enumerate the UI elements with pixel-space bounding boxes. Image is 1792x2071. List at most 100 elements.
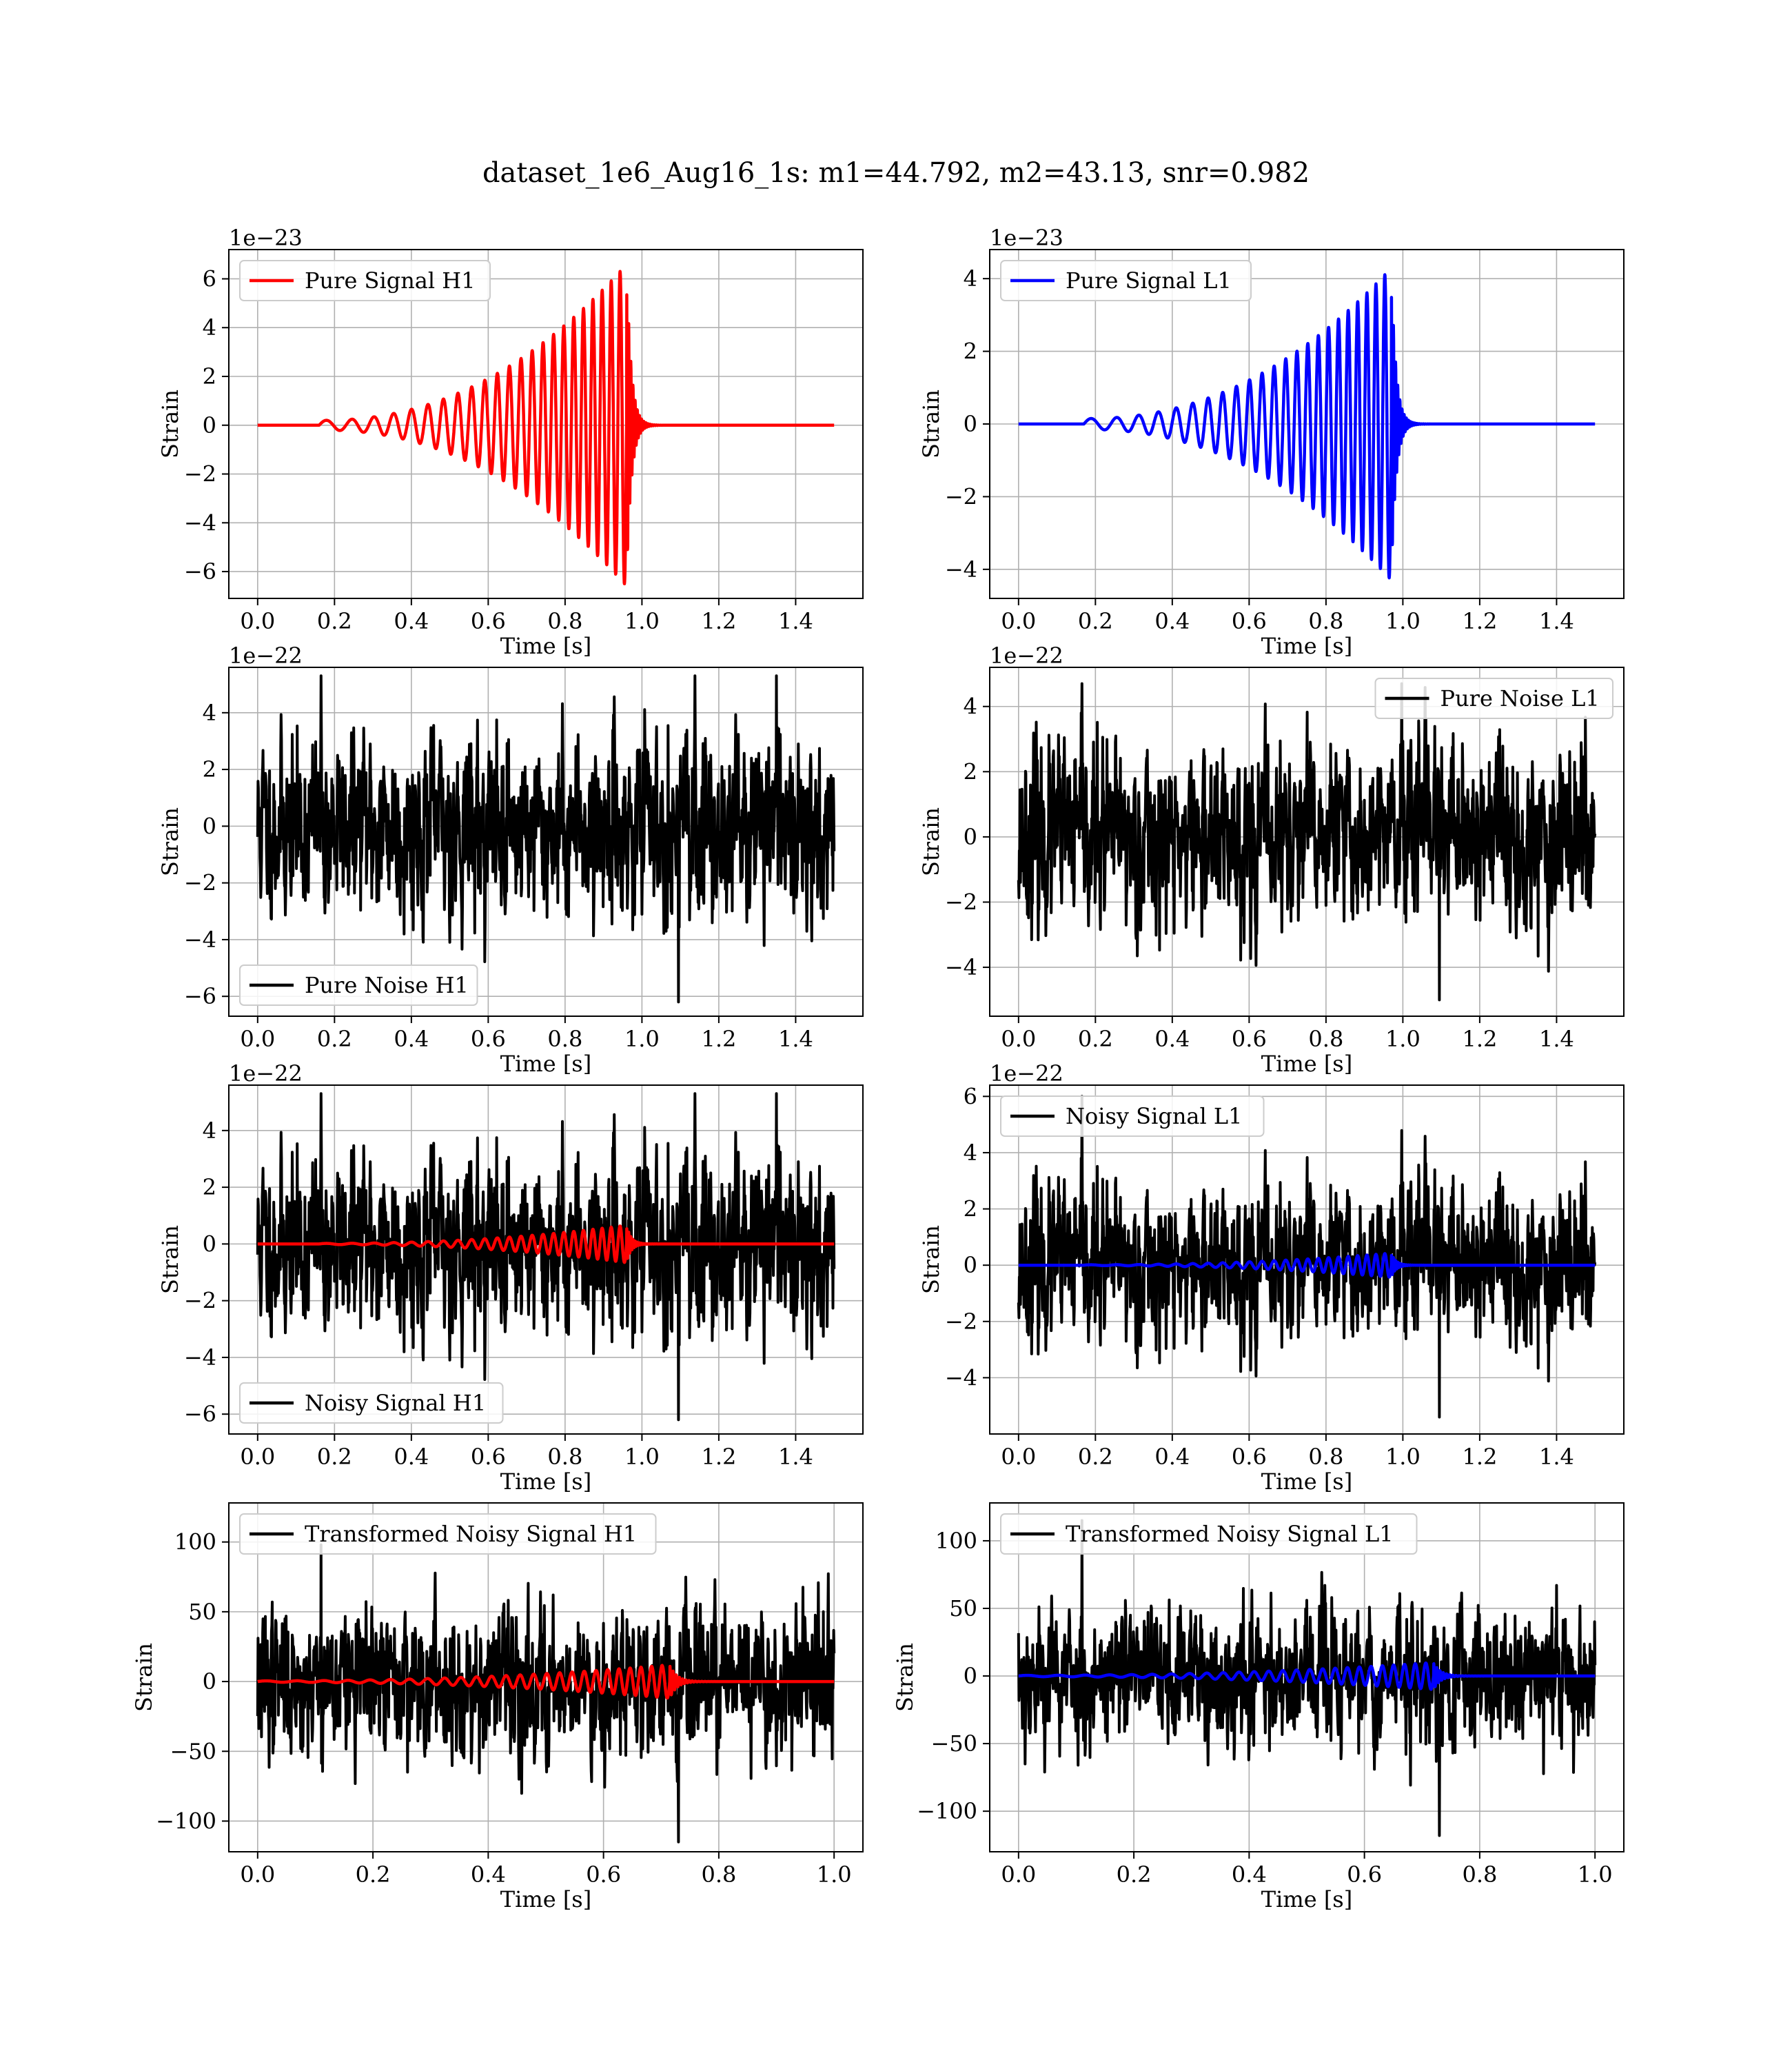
series-group	[1017, 273, 1597, 580]
x-tick-label: 0.0	[1001, 1861, 1036, 1888]
x-tick-label: 1.4	[778, 1026, 813, 1052]
legend-label: Noisy Signal L1	[1066, 1103, 1243, 1129]
y-axis-label: Strain	[131, 1643, 157, 1712]
y-tick-label: 0	[203, 813, 216, 839]
x-tick-label: 1.4	[1539, 1444, 1574, 1470]
series-group	[1017, 682, 1597, 1002]
series-group	[1017, 1519, 1597, 1837]
x-tick-label: 0.8	[547, 608, 582, 634]
subplot-pure-noise-h1: 0.0 0.2 0.4 0.6 0.8 1.0 1.2 1.4 −6 −4 −2 0 2 4 Time [s…	[157, 643, 864, 1077]
offset-text: 1e−23	[990, 225, 1063, 251]
y-axis-label: Strain	[157, 390, 183, 458]
x-tick-label: 0.0	[240, 1444, 275, 1470]
y-tick-label: −50	[170, 1738, 216, 1764]
x-tick-label: 0.8	[1308, 608, 1343, 634]
x-tick-label: 1.0	[624, 608, 660, 634]
x-tick-label: 1.4	[1539, 1026, 1574, 1052]
x-axis-label: Time [s]	[1261, 1886, 1352, 1912]
axes-frame	[228, 667, 864, 1017]
legend: Transformed Noisy Signal H1	[239, 1513, 657, 1555]
x-tick-label: 0.8	[701, 1861, 736, 1888]
offset-text: 1e−22	[229, 1060, 303, 1087]
x-tick-label: 0.8	[1308, 1444, 1343, 1470]
y-tick-label: −6	[184, 1401, 216, 1427]
x-tick-label: 0.6	[1232, 1026, 1267, 1052]
y-tick-label: 0	[964, 824, 977, 850]
y-tick-label: 4	[964, 694, 977, 720]
x-axis-label: Time [s]	[1261, 1051, 1352, 1077]
y-tick-label: −2	[184, 1288, 216, 1314]
axes-frame	[228, 249, 864, 599]
y-tick-label: −4	[945, 954, 977, 980]
series-group	[256, 674, 836, 1004]
y-axis-label: Strain	[918, 807, 944, 876]
x-axis-label: Time [s]	[1261, 1468, 1352, 1495]
x-tick-label: 1.4	[778, 608, 813, 634]
y-tick-label: 100	[174, 1529, 216, 1555]
legend-box	[1000, 260, 1252, 301]
y-tick-label: −2	[945, 889, 977, 915]
y-axis-label: Strain	[918, 1225, 944, 1294]
x-tick-label: 0.8	[1308, 1026, 1343, 1052]
legend: Pure Signal L1	[1000, 260, 1252, 301]
x-tick-label: 0.8	[1462, 1861, 1497, 1888]
x-tick-label: 1.2	[701, 1026, 736, 1052]
axes-frame	[228, 1084, 864, 1435]
x-tick-label: 0.0	[240, 1026, 275, 1052]
series-line-chirp-overlay	[256, 1664, 836, 1700]
series-line-pure-signal-l1	[1017, 273, 1597, 580]
legend-box	[239, 260, 491, 301]
x-tick-label: 0.8	[547, 1444, 582, 1470]
y-tick-label: 0	[964, 1663, 977, 1689]
y-tick-label: 6	[964, 1083, 977, 1109]
x-tick-label: 1.0	[1385, 1444, 1421, 1470]
y-tick-label: −4	[184, 1344, 216, 1371]
x-tick-label: 0.2	[1078, 1444, 1113, 1470]
y-tick-label: 2	[203, 363, 216, 390]
y-tick-label: −4	[945, 556, 977, 583]
series-line-chirp-overlay	[1017, 1252, 1597, 1279]
y-tick-label: 50	[949, 1595, 977, 1622]
x-tick-label: 0.2	[317, 1026, 352, 1052]
x-tick-label: 0.2	[1078, 1026, 1113, 1052]
x-tick-label: 0.4	[394, 1026, 429, 1052]
legend: Noisy Signal L1	[1000, 1095, 1265, 1137]
x-axis-label: Time [s]	[500, 1051, 591, 1077]
subplot-noisy-signal-h1: 0.0 0.2 0.4 0.6 0.8 1.0 1.2 1.4 −6 −4 −2 0 2 4 Time [s…	[157, 1060, 864, 1495]
y-tick-label: −50	[930, 1730, 977, 1757]
axes-frame	[989, 667, 1625, 1017]
y-tick-label: 2	[964, 1196, 977, 1222]
y-tick-label: −4	[184, 927, 216, 953]
y-tick-label: 0	[203, 412, 216, 438]
axes-frame	[989, 1502, 1625, 1852]
x-axis-label: Time [s]	[500, 1886, 591, 1912]
subplot-pure-signal-l1: 0.0 0.2 0.4 0.6 0.8 1.0 1.2 1.4 −4 −2 0 2 4 Time [s] S…	[918, 225, 1625, 659]
subplot-pure-noise-l1: 0.0 0.2 0.4 0.6 0.8 1.0 1.2 1.4 −4 −2 0 2 4 Time [s] S…	[918, 643, 1625, 1077]
x-tick-label: 0.4	[1154, 1026, 1190, 1052]
x-tick-label: 0.0	[1001, 1026, 1036, 1052]
y-axis-label: Strain	[157, 1225, 183, 1294]
figure-title: dataset_1e6_Aug16_1s: m1=44.792, m2=43.1…	[482, 157, 1310, 189]
y-tick-label: 6	[203, 265, 216, 292]
offset-text: 1e−23	[229, 225, 303, 251]
x-tick-label: 0.6	[471, 1444, 506, 1470]
legend: Pure Noise L1	[1374, 678, 1613, 719]
subplot-transformed-noisy-signal-h1: 0.0 0.2 0.4 0.6 0.8 1.0 −100 −50 0 50 100 Time [s] S…	[131, 1502, 864, 1912]
x-tick-label: 1.0	[1578, 1861, 1613, 1888]
x-tick-label: 0.0	[1001, 608, 1036, 634]
legend-box	[239, 1513, 657, 1555]
legend: Transformed Noisy Signal L1	[1000, 1513, 1418, 1555]
legend-box	[1374, 678, 1613, 719]
x-tick-label: 1.2	[1462, 1026, 1497, 1052]
series-group	[256, 1543, 836, 1843]
x-tick-label: 0.6	[1232, 608, 1267, 634]
legend: Pure Signal H1	[239, 260, 491, 301]
y-tick-label: 50	[188, 1599, 216, 1625]
series-line-noisy-signal-h1	[256, 1092, 836, 1422]
y-tick-label: 4	[203, 314, 216, 341]
series-group	[256, 270, 836, 586]
x-tick-label: 0.2	[317, 1444, 352, 1470]
legend-label: Noisy Signal H1	[305, 1390, 486, 1416]
x-tick-label: 0.6	[471, 1026, 506, 1052]
